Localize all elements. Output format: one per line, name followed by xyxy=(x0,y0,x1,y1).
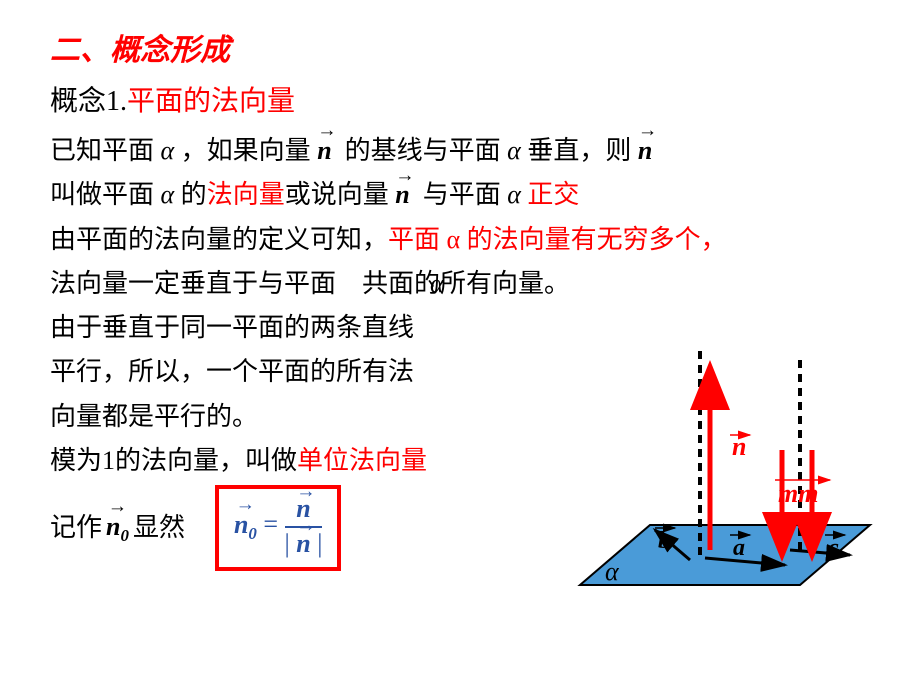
vec-a-label: a xyxy=(733,535,745,561)
vector-n-den: n xyxy=(296,530,310,559)
text: 显然 xyxy=(133,508,185,548)
vector-n0-formula: n0 xyxy=(234,505,257,547)
fraction: n | n | xyxy=(285,495,323,558)
normal-vector-term: 法向量 xyxy=(207,180,285,209)
alpha-var: α xyxy=(507,180,521,209)
infinite-normals: 平面 α 的法向量有无穷多个， xyxy=(388,225,727,254)
text: 已知平面 xyxy=(50,136,161,165)
text: 的 xyxy=(174,180,207,209)
definition-line-4: 法向量一定垂直于与平面 共面的所有向量。 α xyxy=(50,264,870,304)
text: 与平面 xyxy=(416,180,507,209)
definition-line-1: 已知平面 α ，如果向量 n 的基线与平面 α 垂直，则 n xyxy=(50,131,870,171)
unit-normal-term: 单位法向量 xyxy=(297,446,427,475)
vector-n: n xyxy=(395,175,409,215)
vector-n: n xyxy=(638,131,652,171)
vec-b-label: b xyxy=(658,528,670,554)
concept-label: 概念1. xyxy=(50,86,127,117)
text: 叫做平面 xyxy=(50,180,161,209)
vector-n0: n0 xyxy=(106,507,129,549)
abs-left: | xyxy=(285,529,297,558)
orthogonal-term: 正交 xyxy=(521,180,580,209)
vec-n-label: n xyxy=(732,432,746,461)
plane-diagram: α b a c n mm xyxy=(550,340,880,620)
plane-shape xyxy=(580,525,870,585)
alpha-label: α xyxy=(605,557,620,586)
definition-line-3: 由平面的法向量的定义可知，平面 α 的法向量有无穷多个， xyxy=(50,220,870,260)
text: 或说向量 xyxy=(285,180,396,209)
formula-box: n0 = n | n | xyxy=(215,485,342,570)
vec-m-label: mm xyxy=(778,479,818,508)
alpha-var: α xyxy=(161,136,175,165)
text: 法向量一定垂直于与平面 共面的所有向量。 xyxy=(50,269,570,298)
alpha-insert: α xyxy=(430,264,444,304)
alpha-var: α xyxy=(161,180,175,209)
text: 由平面的法向量的定义可知， xyxy=(50,225,388,254)
text: 垂直，则 xyxy=(521,136,638,165)
vec-c-label: c xyxy=(828,535,839,561)
alpha-var: α xyxy=(507,136,521,165)
section-title: 二、概念形成 xyxy=(50,25,870,69)
text: 记作 xyxy=(50,508,102,548)
vector-n: n xyxy=(317,131,331,171)
equals: = xyxy=(263,510,284,539)
concept-title: 平面的法向量 xyxy=(127,86,295,117)
text: 模为1的法向量，叫做 xyxy=(50,446,297,475)
text: 的基线与平面 xyxy=(338,136,507,165)
definition-line-2: 叫做平面 α 的法向量或说向量 n 与平面 α 正交 xyxy=(50,175,870,215)
concept-heading: 概念1.平面的法向量 xyxy=(50,79,870,119)
text: ，如果向量 xyxy=(174,136,317,165)
